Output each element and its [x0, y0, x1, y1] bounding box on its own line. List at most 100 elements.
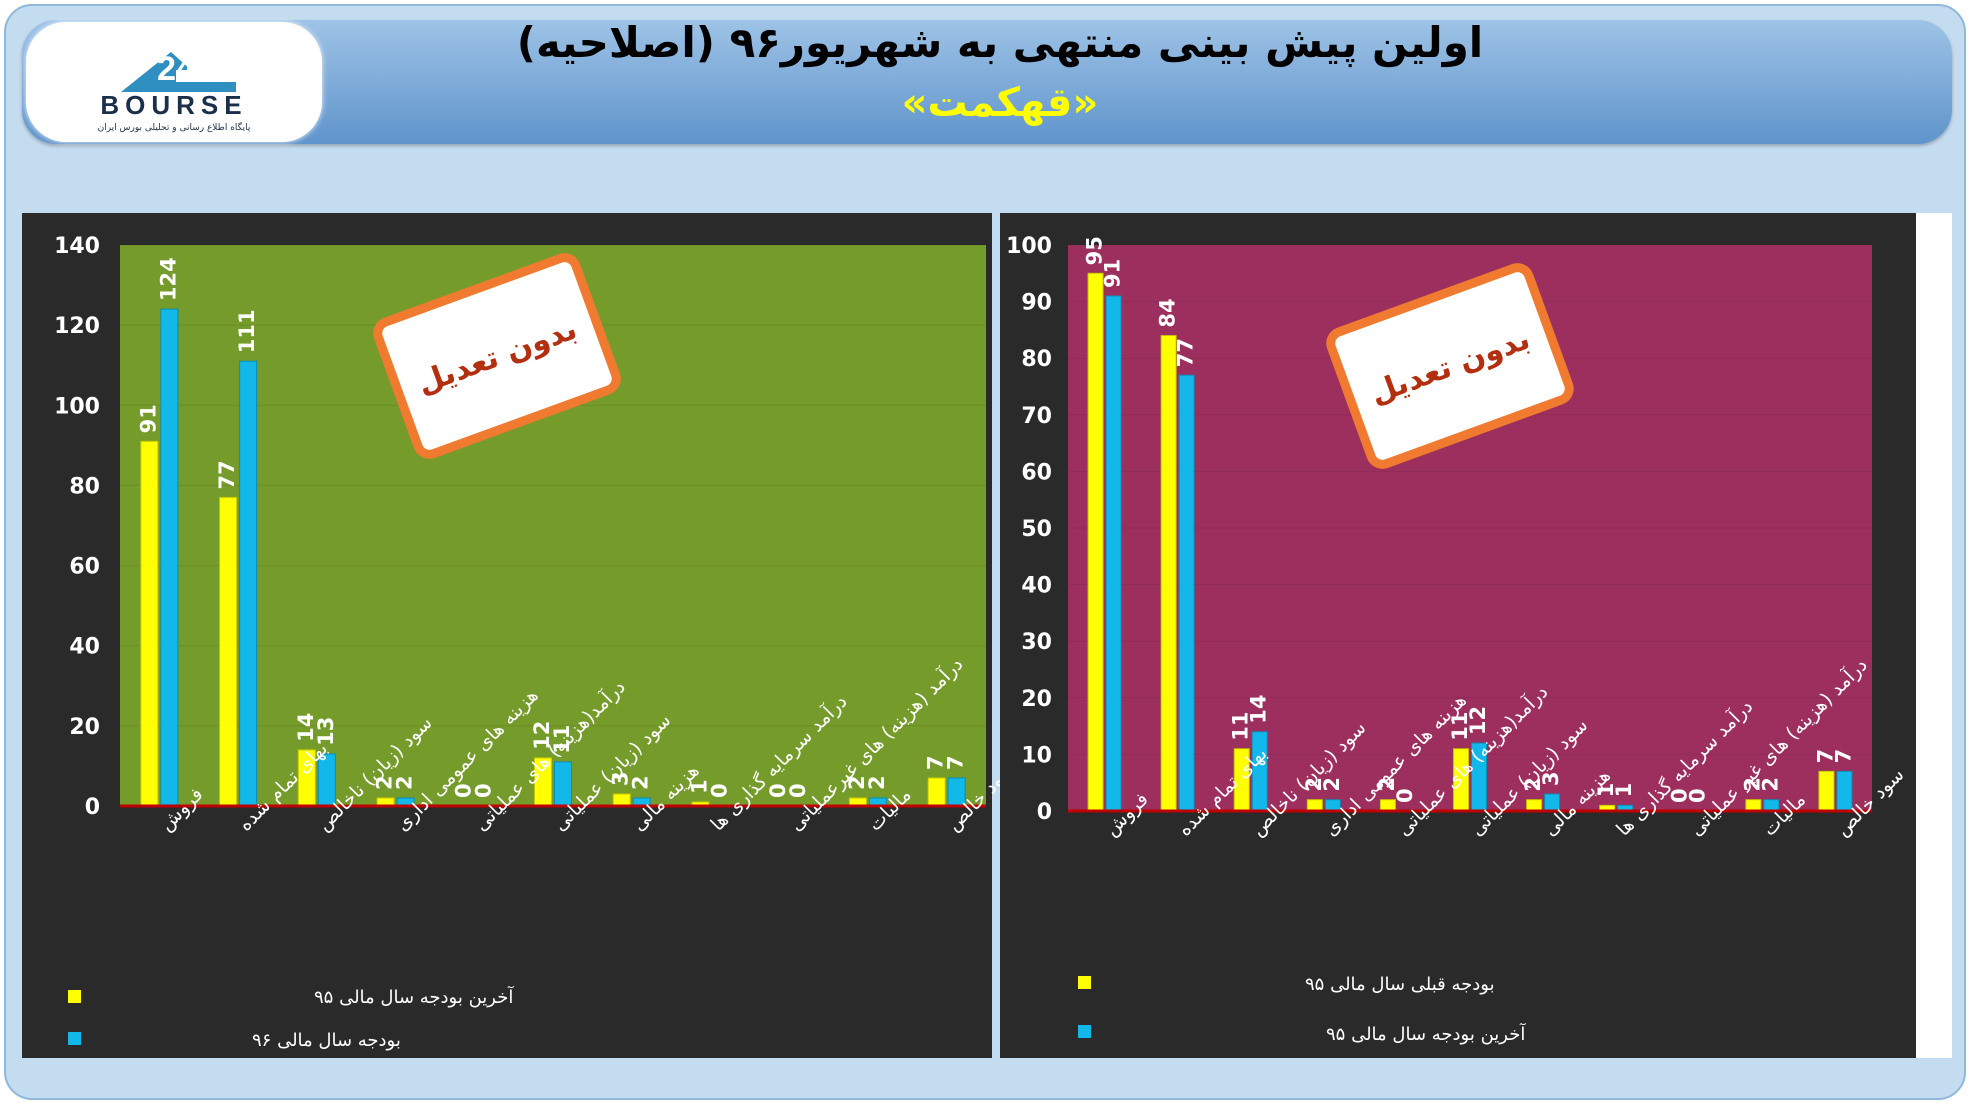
left-data-label: 91 — [136, 404, 160, 433]
right-y-tick-label: 50 — [1021, 517, 1052, 542]
left-data-label: 0 — [786, 783, 810, 798]
chart-right-legend-label-2: آخرین بودجه سال مالی ۹۵ — [1326, 1022, 1526, 1045]
left-bar — [219, 496, 238, 807]
left-data-label: 12 — [530, 721, 554, 750]
chart-right-legend: بودجه قبلی سال مالی ۹۵ آخرین بودجه سال م… — [1078, 974, 1526, 1045]
logo-roof-shape — [121, 52, 236, 92]
header-banner — [22, 20, 1952, 144]
left-data-label: 2 — [865, 775, 889, 790]
left-data-label: 111 — [235, 309, 259, 353]
right-data-label: 0 — [1667, 788, 1691, 803]
chart-right-bars — [1087, 272, 1853, 812]
left-y-tick-label: 60 — [69, 555, 100, 580]
right-data-label: 95 — [1083, 236, 1107, 265]
right-data-label: 7 — [1831, 749, 1855, 764]
left-data-label: 14 — [294, 713, 318, 742]
left-data-label: 11 — [550, 725, 574, 754]
right-data-label: 12 — [1466, 706, 1490, 735]
left-y-tick-label: 40 — [69, 635, 100, 660]
left-y-tick-label: 20 — [69, 715, 100, 740]
left-data-label: 1 — [687, 779, 711, 794]
left-data-label: 0 — [707, 783, 731, 798]
right-bar — [1087, 272, 1104, 812]
right-bar — [1818, 770, 1835, 812]
logo: 24 BOURSE پایگاه اطلاع رسانی و تحلیلی بو… — [26, 22, 322, 142]
right-data-label: 2 — [1740, 777, 1764, 792]
chart-left-legend-swatch-1 — [68, 990, 81, 1003]
right-y-tick-label: 70 — [1021, 404, 1052, 429]
right-bar — [1178, 374, 1195, 812]
left-y-tick-label: 120 — [54, 314, 100, 339]
left-y-tick-label: 140 — [54, 234, 100, 259]
left-data-label: 0 — [766, 783, 790, 798]
right-y-tick-label: 80 — [1021, 347, 1052, 372]
left-bar — [160, 308, 179, 807]
chart-right-legend-swatch-2 — [1078, 1025, 1091, 1038]
left-bar — [140, 440, 159, 807]
chart-left-legend-swatch-2 — [68, 1032, 81, 1045]
right-data-label: 2 — [1302, 777, 1326, 792]
right-data-label: 7 — [1813, 749, 1837, 764]
chart-left-y-axis: 0 20 40 60 80 100 120 140 — [54, 234, 100, 820]
right-data-label: 3 — [1539, 771, 1563, 786]
chart-right-legend-label-1: بودجه قبلی سال مالی ۹۵ — [1305, 974, 1495, 995]
chart-left-bars — [140, 308, 966, 807]
chart-left-legend-label-1: آخرین بودجه سال مالی ۹۵ — [314, 985, 514, 1008]
left-data-label: 77 — [215, 460, 239, 489]
logo-number: 24 — [157, 50, 195, 88]
left-y-tick-label: 0 — [85, 795, 100, 820]
right-bar — [1836, 770, 1853, 812]
left-data-label: 13 — [314, 717, 338, 746]
right-bar — [1526, 799, 1543, 812]
right-bar — [1745, 799, 1762, 812]
right-y-tick-label: 20 — [1021, 687, 1052, 712]
left-data-label: 7 — [944, 755, 968, 770]
right-data-label: 11 — [1229, 712, 1253, 741]
right-data-label: 84 — [1156, 298, 1180, 327]
left-bar — [612, 793, 631, 807]
left-data-label: 0 — [471, 783, 495, 798]
left-data-label: 2 — [373, 775, 397, 790]
chart-right-legend-swatch-1 — [1078, 976, 1091, 989]
right-data-label: 11 — [1448, 712, 1472, 741]
logo-graphic: 24 BOURSE پایگاه اطلاع رسانی و تحلیلی بو… — [98, 50, 251, 133]
right-y-tick-label: 100 — [1006, 234, 1052, 259]
right-data-label: 2 — [1758, 777, 1782, 792]
left-bar — [927, 777, 946, 807]
chart-left-badge-box — [373, 253, 621, 459]
page-subtitle: «قهکمت» — [901, 80, 1099, 126]
chart-left-badge: بدون تعدیل — [373, 253, 621, 459]
right-data-label: 14 — [1247, 695, 1271, 724]
right-data-label: 2 — [1320, 777, 1344, 792]
right-y-tick-label: 30 — [1021, 630, 1052, 655]
left-data-label: 124 — [156, 257, 180, 301]
page-title: اولین پیش بینی منتهی به شهریور۹۶ (اصلاحی… — [516, 18, 1484, 67]
chart-right-badge-box — [1326, 263, 1574, 469]
left-data-label: 2 — [629, 775, 653, 790]
right-y-tick-label: 0 — [1037, 800, 1052, 825]
chart-left-legend-label-2: بودجه سال مالی ۹۶ — [252, 1030, 401, 1051]
right-data-label: 1 — [1594, 783, 1618, 798]
right-data-label: 1 — [1612, 783, 1636, 798]
left-data-label: 3 — [609, 771, 633, 786]
right-bar — [1105, 295, 1122, 812]
right-data-label: 91 — [1101, 259, 1125, 288]
right-bar — [1160, 335, 1177, 812]
right-y-tick-label: 90 — [1021, 291, 1052, 316]
left-data-label: 2 — [393, 775, 417, 790]
right-bar — [1306, 799, 1323, 812]
right-y-tick-label: 40 — [1021, 574, 1052, 599]
right-data-label: 77 — [1174, 338, 1198, 367]
right-data-label: 0 — [1685, 788, 1709, 803]
left-data-label: 2 — [845, 775, 869, 790]
logo-wordmark: BOURSE — [100, 90, 247, 120]
offscreen-panel-edge — [1916, 213, 1952, 1058]
right-y-tick-label: 60 — [1021, 460, 1052, 485]
bottom-band — [22, 1058, 1952, 1086]
right-y-tick-label: 10 — [1021, 743, 1052, 768]
